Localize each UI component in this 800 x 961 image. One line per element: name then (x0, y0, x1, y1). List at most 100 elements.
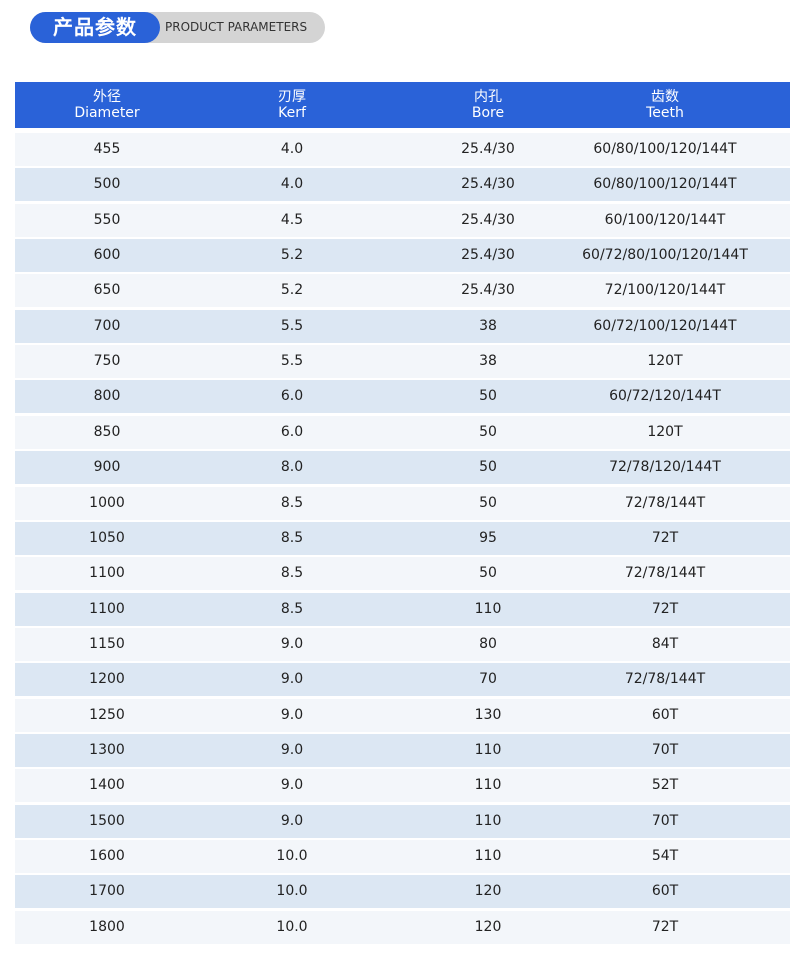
table-cell: 60/80/100/120/144T (593, 141, 737, 157)
table-cell: 52T (651, 777, 679, 794)
table-cell: 5.5 (280, 353, 304, 370)
table-cell: 38 (479, 353, 497, 370)
table-cell: 72T (651, 529, 679, 546)
table-cell: 1700 (89, 883, 125, 900)
table-cell: 4.0 (280, 141, 304, 157)
table-cell: 120 (474, 883, 502, 900)
table-cell: 54T (651, 848, 679, 864)
table-cell: 60/72/80/100/120/144T (582, 247, 748, 264)
table-cell: 80 (479, 635, 497, 652)
column-header-zh: 内孔 (474, 89, 502, 105)
table-cell: 1100 (89, 600, 125, 617)
table-cell: 1200 (89, 671, 125, 688)
table-cell: 38 (479, 317, 497, 334)
table-cell: 5.2 (280, 282, 304, 299)
table-cell: 110 (474, 848, 502, 864)
table-cell: 60/80/100/120/144T (593, 176, 737, 193)
column-header: 齿数 Teeth (575, 89, 755, 121)
table-cell: 110 (474, 777, 502, 794)
table-cell: 50 (479, 423, 497, 440)
table-cell: 5.2 (280, 247, 304, 264)
table-cell: 25.4/30 (461, 141, 515, 157)
table-cell: 455 (93, 141, 121, 157)
table-cell: 8.5 (280, 565, 304, 582)
table-cell: 1400 (89, 777, 125, 794)
table-header: 外径 Diameter 刃厚 Kerf 内孔 Bore 齿数 Teeth (15, 82, 790, 128)
table-cell: 9.0 (280, 635, 304, 652)
table-cell: 72T (651, 600, 679, 617)
column-header-en: Teeth (646, 105, 684, 121)
table-cell: 60T (651, 706, 679, 723)
table-cell: 25.4/30 (461, 211, 515, 228)
table-row: 850 6.0 50 120T (15, 415, 790, 449)
table-cell: 9.0 (280, 706, 304, 723)
table-cell: 25.4/30 (461, 176, 515, 193)
table-cell: 50 (479, 388, 497, 405)
header-subtitle: PRODUCT PARAMETERS (165, 20, 308, 34)
table-cell: 750 (93, 353, 121, 370)
table-row: 550 4.5 25.4/30 60/100/120/144T (15, 203, 790, 237)
column-header-zh: 刃厚 (278, 89, 306, 105)
column-header-en: Diameter (74, 105, 140, 121)
table-cell: 110 (474, 812, 502, 829)
table-cell: 500 (93, 176, 121, 193)
table-cell: 900 (93, 459, 121, 476)
table-row: 1500 9.0 110 70T (15, 804, 790, 838)
table-cell: 9.0 (280, 812, 304, 829)
table-cell: 60/100/120/144T (604, 211, 726, 228)
table-cell: 95 (479, 529, 497, 546)
column-header: 外径 Diameter (17, 89, 197, 121)
table-cell: 72/78/144T (624, 671, 706, 688)
table-cell: 1250 (89, 706, 125, 723)
table-row: 1700 10.0 120 60T (15, 875, 790, 909)
table-cell: 72/78/120/144T (609, 459, 721, 476)
column-header-zh: 齿数 (651, 89, 679, 105)
table-cell: 70T (651, 741, 679, 758)
table-row: 455 4.0 25.4/30 60/80/100/120/144T (15, 133, 790, 166)
table-row: 1100 8.5 50 72/78/144T (15, 557, 790, 591)
table-row: 1000 8.5 50 72/78/144T (15, 486, 790, 520)
table-cell: 9.0 (280, 671, 304, 688)
table-cell: 800 (93, 388, 121, 405)
table-cell: 72/100/120/144T (604, 282, 726, 299)
table-cell: 25.4/30 (461, 282, 515, 299)
table-cell: 84T (651, 635, 679, 652)
table-row: 1200 9.0 70 72/78/144T (15, 663, 790, 697)
table-row: 1400 9.0 110 52T (15, 769, 790, 803)
table-row: 1150 9.0 80 84T (15, 627, 790, 661)
table-cell: 1100 (89, 565, 125, 582)
table-cell: 25.4/30 (461, 247, 515, 264)
column-header-en: Bore (471, 105, 505, 121)
table-row: 1600 10.0 110 54T (15, 840, 790, 873)
table-row: 650 5.2 25.4/30 72/100/120/144T (15, 274, 790, 308)
column-header-zh: 外径 (93, 89, 121, 105)
table-cell: 4.5 (280, 211, 304, 228)
table-row: 1800 10.0 120 72T (15, 910, 790, 944)
table-cell: 120T (647, 423, 683, 440)
table-cell: 6.0 (280, 423, 304, 440)
table-cell: 1000 (89, 494, 125, 511)
table-row: 750 5.5 38 120T (15, 345, 790, 379)
table-cell: 9.0 (280, 741, 304, 758)
table-row: 1300 9.0 110 70T (15, 733, 790, 767)
table-cell: 650 (93, 282, 121, 299)
table-cell: 60/72/100/120/144T (593, 317, 737, 334)
table-cell: 10.0 (276, 883, 308, 900)
table-cell: 600 (93, 247, 121, 264)
table-row: 800 6.0 50 60/72/120/144T (15, 380, 790, 414)
table-cell: 72/78/144T (624, 565, 706, 582)
table-cell: 1150 (89, 635, 125, 652)
table-cell: 1600 (89, 848, 125, 864)
table-row: 1050 8.5 95 72T (15, 521, 790, 555)
table-cell: 10.0 (276, 918, 308, 935)
table-cell: 60T (651, 883, 679, 900)
table-cell: 8.5 (280, 600, 304, 617)
table-cell: 8.0 (280, 459, 304, 476)
table-cell: 50 (479, 459, 497, 476)
table-row: 1250 9.0 130 60T (15, 698, 790, 732)
table-cell: 5.5 (280, 317, 304, 334)
table-cell: 130 (474, 706, 502, 723)
table-cell: 110 (474, 600, 502, 617)
table-cell: 1300 (89, 741, 125, 758)
